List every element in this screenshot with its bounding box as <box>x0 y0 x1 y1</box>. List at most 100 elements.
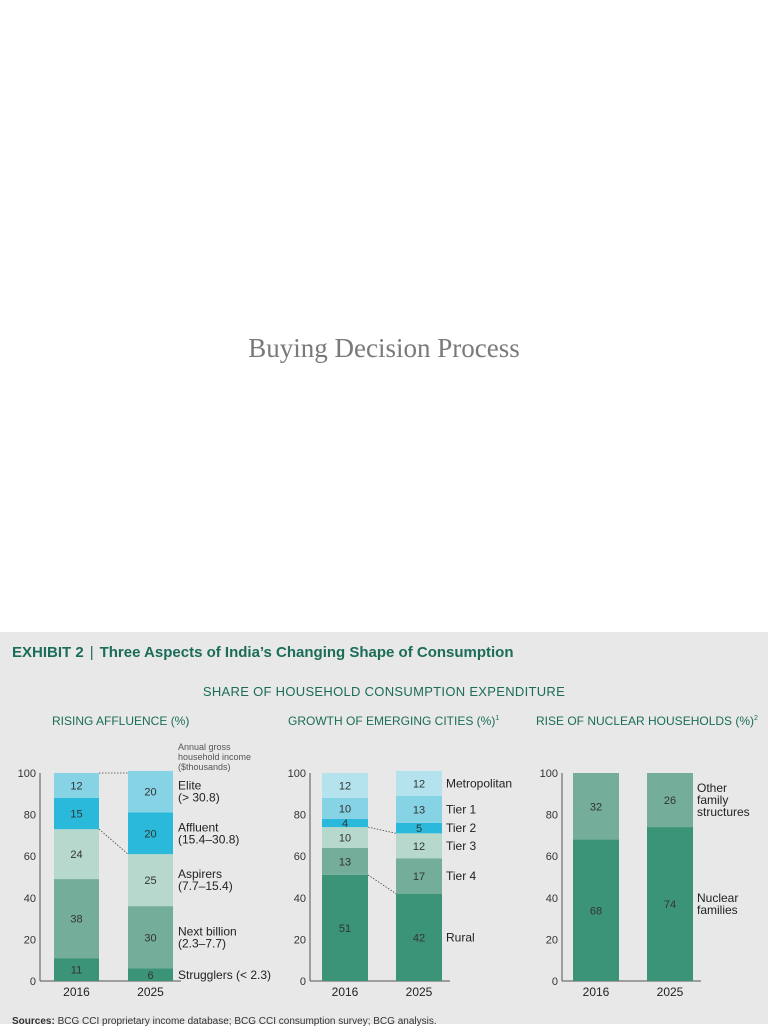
x-tick-label: 2025 <box>406 985 433 999</box>
data-label: 13 <box>339 856 351 868</box>
series-label: (2.3–7.7) <box>178 936 226 950</box>
bar-segment <box>322 847 368 875</box>
leader-line <box>98 828 129 855</box>
data-label: 12 <box>339 780 351 792</box>
source-label: Sources: <box>12 1016 55 1027</box>
y-tick-label: 80 <box>546 810 558 822</box>
series-label: Rural <box>446 930 475 944</box>
data-label: 32 <box>590 801 602 813</box>
data-label: 17 <box>413 871 425 883</box>
data-label: 42 <box>413 932 425 944</box>
x-tick-label: 2025 <box>657 985 684 999</box>
data-label: 20 <box>144 828 156 840</box>
y-tick-label: 100 <box>288 768 306 780</box>
leader-line <box>367 826 397 834</box>
chart-panel-2: GROWTH OF EMERGING CITIES (%)1 0 20 40 60 80 1… <box>288 714 512 999</box>
y-tick-label: 0 <box>552 976 558 988</box>
series-label: Affluent <box>178 820 219 834</box>
bar-segment <box>54 829 99 880</box>
data-label: 20 <box>144 787 156 799</box>
bar-segment <box>396 893 442 981</box>
bar-segment <box>322 827 368 848</box>
bar-segment <box>128 906 173 969</box>
bar-segment <box>54 797 99 830</box>
data-label: 10 <box>339 803 351 815</box>
data-label: 68 <box>590 905 602 917</box>
series-label: Aspirers <box>178 867 222 881</box>
x-tick-label: 2016 <box>63 985 90 999</box>
series-label: family <box>697 793 728 807</box>
bar-segment <box>396 822 442 834</box>
bar-segment <box>54 879 99 959</box>
exhibit-separator: | <box>89 644 94 661</box>
data-label: 15 <box>70 809 82 821</box>
series-label: Tier 4 <box>446 869 477 883</box>
data-label: 12 <box>413 778 425 790</box>
bar-segment <box>128 770 173 813</box>
bar-segment <box>396 770 442 796</box>
series-label: Tier 2 <box>446 821 477 835</box>
y-tick-label: 0 <box>30 976 36 988</box>
data-label: 25 <box>144 875 156 887</box>
legend-note-line: household income <box>178 752 251 762</box>
bar-segment <box>322 818 368 828</box>
y-tick-label: 20 <box>546 934 558 946</box>
series-label: Next billion <box>178 924 237 938</box>
legend-note-line: ($thousands) <box>178 762 231 772</box>
data-label: 13 <box>413 804 425 816</box>
bar-segment <box>128 854 173 907</box>
bar-segment <box>573 839 619 981</box>
bar-segment <box>647 773 693 828</box>
y-tick-label: 0 <box>300 976 306 988</box>
series-label: Tier 1 <box>446 802 477 816</box>
data-label: 12 <box>413 841 425 853</box>
bar-segment <box>128 812 173 855</box>
data-label: 51 <box>339 923 351 935</box>
bar-segment <box>128 968 173 981</box>
y-tick-label: 20 <box>24 934 36 946</box>
charts-svg: RISING AFFLUENCE (%) Annual grosshousehol… <box>18 714 758 999</box>
legend-note-line: Annual gross <box>178 742 231 752</box>
panel-title: RISE OF NUCLEAR HOUSEHOLDS (%)2 <box>536 714 758 728</box>
bar-segment <box>54 958 99 981</box>
series-label: (7.7–15.4) <box>178 879 233 893</box>
x-tick-label: 2016 <box>583 985 610 999</box>
data-label: 12 <box>70 780 82 792</box>
series-label: Elite <box>178 779 202 793</box>
bar-segment <box>573 773 619 840</box>
bar-segment <box>322 874 368 981</box>
exhibit-label: EXHIBIT 2 <box>12 644 84 661</box>
data-label: 5 <box>416 823 422 835</box>
slide-title: Buying Decision Process <box>248 333 520 363</box>
series-label: (> 30.8) <box>178 791 220 805</box>
x-tick-label: 2016 <box>332 985 359 999</box>
series-label: Strugglers (< 2.3) <box>178 968 271 982</box>
chart-panel-3: RISE OF NUCLEAR HOUSEHOLDS (%)2 0 20 40 60 80… <box>536 714 758 999</box>
bar-segment <box>396 795 442 823</box>
data-label: 26 <box>664 795 676 807</box>
exhibit-subtitle: SHARE OF HOUSEHOLD CONSUMPTION EXPENDITU… <box>202 684 566 699</box>
series-label: families <box>697 903 738 917</box>
series-label: structures <box>697 805 750 819</box>
exhibit-title-text: Three Aspects of India’s Changing Shape … <box>99 644 514 661</box>
panel-title-footnote: 2 <box>754 715 758 722</box>
chart-panel-1: RISING AFFLUENCE (%) Annual grosshousehol… <box>18 714 271 999</box>
series-label: Other <box>697 781 727 795</box>
bar-segment <box>396 858 442 894</box>
y-tick-label: 60 <box>294 851 306 863</box>
data-label: 10 <box>339 832 351 844</box>
bar-segment <box>322 797 368 819</box>
data-label: 74 <box>664 899 676 911</box>
y-tick-label: 20 <box>294 934 306 946</box>
data-label: 24 <box>70 849 82 861</box>
x-tick-label: 2025 <box>137 985 164 999</box>
source-text: BCG CCI proprietary income database; BCG… <box>57 1016 437 1027</box>
y-tick-label: 80 <box>24 810 36 822</box>
data-label: 30 <box>144 932 156 944</box>
bar-segment <box>54 773 99 798</box>
y-tick-label: 60 <box>24 851 36 863</box>
series-label: Tier 3 <box>446 839 477 853</box>
exhibit-title: EXHIBIT 2 | Three Aspects of India’s Chang… <box>12 644 514 661</box>
data-label: 38 <box>70 914 82 926</box>
source-note: Sources: BCG CCI proprietary income data… <box>12 1016 437 1027</box>
